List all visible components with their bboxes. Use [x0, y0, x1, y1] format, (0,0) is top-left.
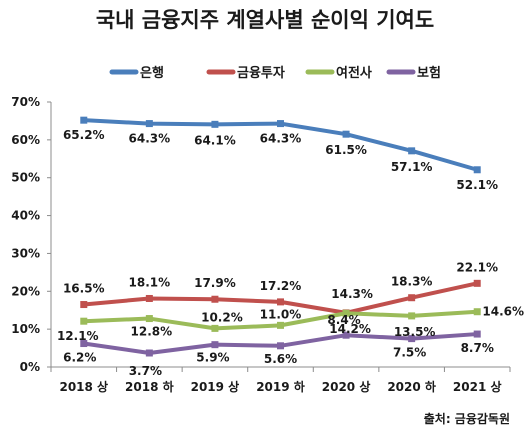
source-note: 출처: 금융감독원 — [424, 411, 510, 426]
data-point — [145, 294, 153, 302]
data-label: 6.2% — [63, 351, 96, 365]
data-label: 7.5% — [393, 346, 426, 360]
x-axis-ticks: 2018 상 2018 하 2019 상 2019 하 2020 상 2020 하 2021… — [50, 367, 511, 394]
legend-label: 보험 — [417, 65, 441, 81]
data-labels-layer: 65.2% 64.3% 64.1% 64.3% 61.5% 57.1% 52.1% 16.5%… — [57, 128, 524, 378]
data-point — [211, 120, 219, 128]
data-label: 11.0% — [260, 307, 302, 321]
data-label: 16.5% — [63, 282, 105, 296]
data-point — [211, 341, 219, 349]
data-label: 3.7% — [129, 364, 162, 378]
data-point — [473, 330, 481, 338]
data-label: 64.1% — [194, 133, 236, 147]
x-tick-label: 2018 하 — [125, 379, 174, 394]
data-point — [80, 301, 88, 309]
data-point — [145, 120, 153, 128]
x-tick-label: 2020 하 — [387, 379, 436, 394]
data-label: 10.2% — [201, 310, 243, 324]
data-label: 8.7% — [461, 341, 494, 355]
data-label: 57.1% — [391, 160, 433, 174]
data-label: 18.1% — [129, 275, 171, 289]
y-tick-label: 30% — [11, 246, 40, 260]
data-point — [277, 298, 284, 306]
data-point — [408, 335, 416, 343]
y-tick-label: 20% — [11, 284, 40, 298]
data-point — [342, 309, 350, 317]
x-tick-label: 2018 상 — [59, 379, 108, 394]
data-label: 12.1% — [57, 329, 99, 343]
data-point — [277, 342, 284, 350]
y-axis-ticks: 0% 10% 20% 30% 40% 50% 60% 70% — [11, 95, 51, 374]
data-point — [211, 324, 219, 332]
data-point — [408, 312, 416, 320]
data-label: 13.5% — [394, 325, 436, 339]
data-point — [408, 147, 416, 155]
y-tick-label: 50% — [11, 171, 40, 185]
data-label: 52.1% — [456, 178, 498, 192]
legend-label: 금융투자 — [237, 65, 285, 81]
y-tick-label: 60% — [11, 133, 40, 147]
data-point — [408, 294, 416, 302]
data-label: 14.3% — [331, 287, 373, 301]
data-label: 14.2% — [329, 322, 371, 336]
data-label: 65.2% — [63, 128, 105, 142]
data-point — [473, 279, 481, 287]
data-label: 14.6% — [482, 305, 524, 319]
y-tick-label: 10% — [11, 322, 40, 336]
data-label: 17.2% — [260, 279, 302, 293]
y-tick-label: 0% — [20, 360, 40, 374]
legend-label: 은행 — [140, 65, 164, 81]
data-point — [80, 116, 88, 124]
x-tick-label: 2019 상 — [191, 379, 240, 394]
x-tick-label: 2019 하 — [256, 379, 305, 394]
data-label: 5.9% — [196, 351, 229, 365]
data-point — [473, 166, 481, 174]
data-point — [145, 349, 153, 357]
data-label: 17.9% — [194, 276, 236, 290]
legend: 은행 금융투자 여전사 보험 — [109, 65, 441, 81]
data-label: 22.1% — [456, 260, 498, 274]
data-point — [277, 321, 284, 329]
data-point — [342, 331, 350, 339]
data-label: 5.6% — [264, 352, 297, 366]
data-label: 12.8% — [131, 325, 173, 339]
legend-label: 여전사 — [336, 65, 372, 81]
data-label: 64.3% — [129, 132, 171, 146]
data-label: 8.4% — [327, 313, 360, 327]
data-point — [473, 308, 481, 316]
data-point — [80, 317, 88, 325]
data-point — [342, 130, 350, 138]
series-layer — [80, 116, 481, 357]
data-point — [277, 120, 284, 128]
x-tick-label: 2020 상 — [322, 379, 371, 394]
x-tick-label: 2021 상 — [453, 379, 502, 394]
y-tick-label: 40% — [11, 209, 40, 223]
data-point — [80, 340, 88, 348]
data-point — [145, 315, 153, 323]
data-label: 18.3% — [391, 275, 433, 289]
chart-title: 국내 금융지주 계열사별 순이익 기여도 — [96, 8, 434, 32]
data-label: 64.3% — [260, 132, 302, 146]
y-tick-label: 70% — [11, 95, 40, 109]
data-point — [211, 295, 219, 303]
data-label: 61.5% — [325, 143, 367, 157]
